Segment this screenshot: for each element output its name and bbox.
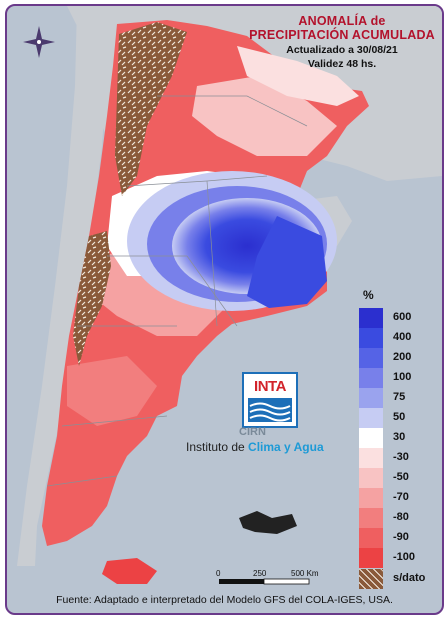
legend-item: -80	[359, 508, 439, 528]
legend-swatch	[359, 368, 383, 388]
inta-logo-text: INTA	[254, 378, 286, 395]
title-line-1: ANOMALÍA de	[298, 14, 386, 28]
legend-item: 200	[359, 348, 439, 368]
legend-swatch	[359, 488, 383, 508]
no-data-label: s/dato	[393, 572, 426, 584]
legend-item: 50	[359, 408, 439, 428]
legend-label: -90	[393, 531, 409, 543]
legend-label: 50	[393, 411, 406, 423]
legend-swatch	[359, 348, 383, 368]
no-data-swatch	[359, 569, 383, 589]
legend-swatch	[359, 548, 383, 568]
validity-text: Validez 48 hs.	[307, 58, 377, 70]
zone-moderate-dry-2	[67, 356, 157, 426]
wet-anomaly-east	[247, 216, 327, 308]
compass-rose-icon	[23, 26, 55, 58]
source-footer: Fuente: Adaptado e interpretado del Mode…	[56, 594, 393, 606]
inta-waves-icon	[248, 398, 292, 422]
title-line-2: PRECIPITACIÓN ACUMULADA	[249, 28, 435, 42]
institute-highlight: Clima y Agua	[248, 440, 324, 454]
no-data-andes-north	[115, 22, 187, 196]
scale-label-0: 0	[216, 569, 221, 578]
updated-date: Actualizado a 30/08/21	[286, 44, 398, 56]
legend-no-data: s/dato	[359, 569, 439, 589]
scale-label-250: 250	[253, 569, 267, 578]
legend-label: -70	[393, 491, 409, 503]
scale-label-500: 500 Km	[291, 569, 319, 578]
legend-item: -50	[359, 468, 439, 488]
legend-label: 30	[393, 431, 406, 443]
legend-label: -80	[393, 511, 409, 523]
scale-bar	[219, 578, 310, 585]
legend-swatch	[359, 508, 383, 528]
legend-item: 600	[359, 308, 439, 328]
legend-swatch	[359, 328, 383, 348]
chile-land	[17, 6, 112, 566]
legend-label: -50	[393, 471, 409, 483]
malvinas-islands	[239, 511, 297, 534]
legend-item: 75	[359, 388, 439, 408]
legend-item: 100	[359, 368, 439, 388]
zone-light-dry	[237, 46, 359, 106]
province-borders	[46, 95, 308, 487]
legend-label: 75	[393, 391, 406, 403]
institute-name: Instituto de Clima y Agua	[186, 440, 324, 454]
legend-label: 600	[393, 311, 412, 323]
legend-swatch	[359, 408, 383, 428]
legend-item: 30	[359, 428, 439, 448]
legend-item: 400	[359, 328, 439, 348]
legend-label: 200	[393, 351, 412, 363]
inta-logo: INTA	[242, 372, 298, 428]
institute-prefix: Instituto de	[186, 440, 249, 454]
no-data-andes-south	[73, 231, 111, 366]
legend-item: -70	[359, 488, 439, 508]
tierra-del-fuego	[102, 558, 157, 584]
legend-swatch	[359, 468, 383, 488]
legend-swatch	[359, 528, 383, 548]
legend-label: 400	[393, 331, 412, 343]
legend-item: -30	[359, 448, 439, 468]
precipitation-anomaly-map	[17, 6, 442, 585]
cirn-label: CIRN	[239, 426, 266, 438]
legend-item: -90	[359, 528, 439, 548]
legend-item: -100	[359, 548, 439, 568]
legend-label: -100	[393, 551, 416, 563]
legend-swatch	[359, 448, 383, 468]
map-frame: ANOMALÍA de PRECIPITACIÓN ACUMULADA Actu…	[5, 4, 444, 615]
legend-swatch	[359, 428, 383, 448]
legend-label: -30	[393, 451, 409, 463]
legend-swatch	[359, 308, 383, 328]
legend-unit: %	[363, 288, 374, 302]
legend-label: 100	[393, 371, 412, 383]
legend-swatch	[359, 388, 383, 408]
